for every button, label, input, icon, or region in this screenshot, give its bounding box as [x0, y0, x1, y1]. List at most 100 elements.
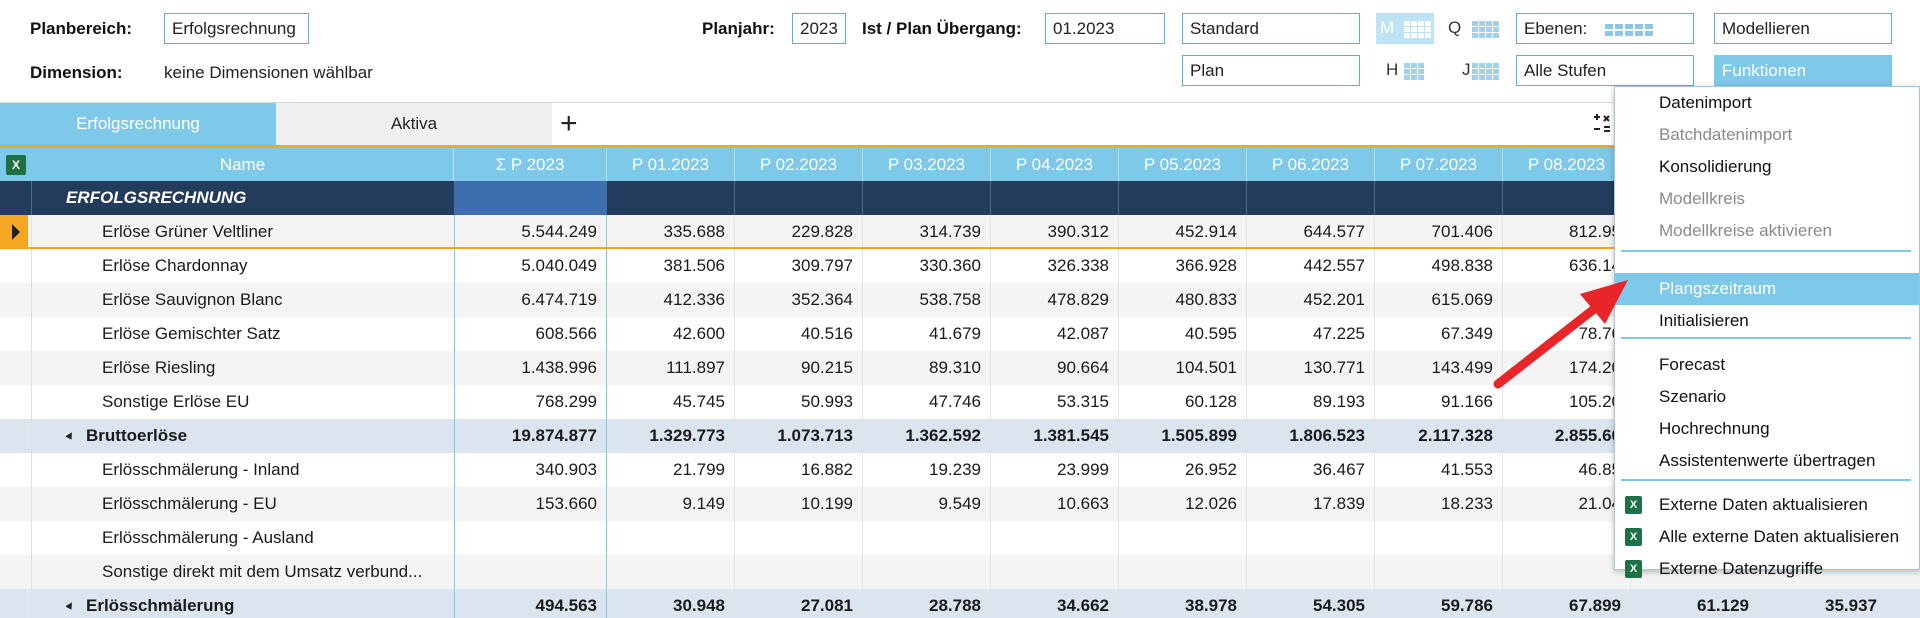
value-cell[interactable]: 143.499	[1375, 351, 1503, 385]
sum-cell[interactable]	[454, 521, 607, 555]
menu-item-initialisieren[interactable]: Initialisieren	[1615, 305, 1919, 337]
sum-cell[interactable]: 494.563	[454, 589, 607, 618]
sum-cell[interactable]: 153.660	[454, 487, 607, 521]
value-cell[interactable]: 330.360	[863, 249, 991, 283]
value-cell[interactable]	[1503, 555, 1631, 589]
value-cell[interactable]: 636.14	[1503, 249, 1631, 283]
value-cell[interactable]: 174.20	[1503, 351, 1631, 385]
value-cell[interactable]	[735, 521, 863, 555]
value-cell[interactable]: 1.806.523	[1247, 419, 1375, 453]
value-cell[interactable]: 30.948	[607, 589, 735, 618]
value-cell[interactable]: 16.882	[735, 453, 863, 487]
value-cell[interactable]: 452.201	[1247, 283, 1375, 317]
table-row[interactable]: Erlöse Chardonnay 5.040.049 381.506 309.797…	[0, 249, 1920, 283]
value-cell[interactable]: 104.501	[1119, 351, 1247, 385]
value-cell[interactable]	[1119, 555, 1247, 589]
value-cell[interactable]: 538.758	[863, 283, 991, 317]
value-cell[interactable]	[1119, 521, 1247, 555]
table-row[interactable]: Sonstige Erlöse EU 768.299 45.745 50.993 47.…	[0, 385, 1920, 419]
value-cell[interactable]: 46.85	[1503, 453, 1631, 487]
value-cell[interactable]: 644.577	[1247, 215, 1375, 249]
value-cell[interactable]	[1375, 555, 1503, 589]
sum-cell[interactable]: 6.474.719	[454, 283, 607, 317]
type-select[interactable]: Plan	[1182, 55, 1360, 86]
period-year-button[interactable]: J	[1444, 55, 1502, 86]
value-cell[interactable]: 452.914	[1119, 215, 1247, 249]
value-cell[interactable]: 10.663	[991, 487, 1119, 521]
value-cell[interactable]: 2.855.60	[1503, 419, 1631, 453]
value-cell[interactable]: 498.838	[1375, 249, 1503, 283]
value-cell[interactable]: 1.073.713	[735, 419, 863, 453]
value-cell[interactable]: 12.026	[1119, 487, 1247, 521]
table-row-title[interactable]: ERFOLGSRECHNUNG	[0, 181, 1920, 215]
value-cell[interactable]: 47.225	[1247, 317, 1375, 351]
value-cell[interactable]: 61.129	[1631, 589, 1759, 618]
value-cell[interactable]: 28.788	[863, 589, 991, 618]
menu-item-externe-daten[interactable]: X Externe Daten aktualisieren	[1615, 489, 1919, 521]
sum-cell[interactable]: 5.040.049	[454, 249, 607, 283]
value-cell[interactable]	[1503, 521, 1631, 555]
value-cell[interactable]: 89.193	[1247, 385, 1375, 419]
value-cell[interactable]: 381.506	[607, 249, 735, 283]
value-cell[interactable]: 23.999	[991, 453, 1119, 487]
column-header-month[interactable]: P 02.2023	[735, 148, 863, 181]
value-cell[interactable]: 90.215	[735, 351, 863, 385]
value-cell[interactable]: 111.897	[607, 351, 735, 385]
value-cell[interactable]: 366.928	[1119, 249, 1247, 283]
value-cell[interactable]: 615.069	[1375, 283, 1503, 317]
value-cell[interactable]: 352.364	[735, 283, 863, 317]
value-cell[interactable]: 78.76	[1503, 317, 1631, 351]
value-cell[interactable]: 26.952	[1119, 453, 1247, 487]
funktionen-button[interactable]: Funktionen	[1714, 55, 1892, 86]
value-cell[interactable]: 229.828	[735, 215, 863, 249]
sum-cell[interactable]: 1.438.996	[454, 351, 607, 385]
value-cell[interactable]: 314.739	[863, 215, 991, 249]
value-cell[interactable]: 47.746	[863, 385, 991, 419]
column-header-month[interactable]: P 01.2023	[607, 148, 735, 181]
value-cell[interactable]: 9.549	[863, 487, 991, 521]
value-cell[interactable]: 34.662	[991, 589, 1119, 618]
menu-item-assistentenwerte[interactable]: Assistentenwerte übertragen	[1615, 445, 1919, 477]
value-cell[interactable]: 309.797	[735, 249, 863, 283]
value-cell[interactable]: 27.081	[735, 589, 863, 618]
collapse-triangle-icon[interactable]	[66, 601, 75, 612]
value-cell[interactable]	[1247, 555, 1375, 589]
value-cell[interactable]: 50.993	[735, 385, 863, 419]
value-cell[interactable]: 21.799	[607, 453, 735, 487]
value-cell[interactable]: 67.349	[1375, 317, 1503, 351]
column-header-month[interactable]: P 05.2023	[1119, 148, 1247, 181]
sum-cell[interactable]: 340.903	[454, 453, 607, 487]
value-cell[interactable]: 10.199	[735, 487, 863, 521]
menu-item-externe-datenzugriffe[interactable]: X Externe Datenzugriffe	[1615, 553, 1919, 585]
value-cell[interactable]: 478.829	[991, 283, 1119, 317]
table-row[interactable]: Erlösschmälerung - EU 153.660 9.149 10.199 9…	[0, 487, 1920, 521]
value-cell[interactable]: 90.664	[991, 351, 1119, 385]
value-cell[interactable]	[607, 555, 735, 589]
value-cell[interactable]: 21.04	[1503, 487, 1631, 521]
column-header-month[interactable]: P 07.2023	[1375, 148, 1503, 181]
menu-item-forecast[interactable]: Forecast	[1615, 349, 1919, 381]
period-quarter-button[interactable]: Q	[1444, 13, 1502, 44]
column-header-month[interactable]: P 03.2023	[863, 148, 991, 181]
value-cell[interactable]: 40.516	[735, 317, 863, 351]
value-cell[interactable]: 335.688	[607, 215, 735, 249]
value-cell[interactable]	[735, 555, 863, 589]
column-header-month[interactable]: P 04.2023	[991, 148, 1119, 181]
value-cell[interactable]: 67.899	[1503, 589, 1631, 618]
column-header-month[interactable]: P 06.2023	[1247, 148, 1375, 181]
value-cell[interactable]: 1.329.773	[607, 419, 735, 453]
value-cell[interactable]: 1.381.545	[991, 419, 1119, 453]
version-select[interactable]: Standard	[1182, 13, 1360, 44]
value-cell[interactable]	[607, 521, 735, 555]
sum-cell[interactable]: 19.874.877	[454, 419, 607, 453]
value-cell[interactable]: 105.20	[1503, 385, 1631, 419]
value-cell[interactable]	[991, 555, 1119, 589]
value-cell[interactable]: 2.117.328	[1375, 419, 1503, 453]
planjahr-field[interactable]: 2023	[792, 13, 846, 44]
value-cell[interactable]: 41.553	[1375, 453, 1503, 487]
menu-item-datenimport[interactable]: Datenimport	[1615, 87, 1919, 119]
value-cell[interactable]: 42.087	[991, 317, 1119, 351]
column-header-month[interactable]: P 08.2023	[1503, 148, 1631, 181]
value-cell[interactable]: 326.338	[991, 249, 1119, 283]
value-cell[interactable]: 60.128	[1119, 385, 1247, 419]
